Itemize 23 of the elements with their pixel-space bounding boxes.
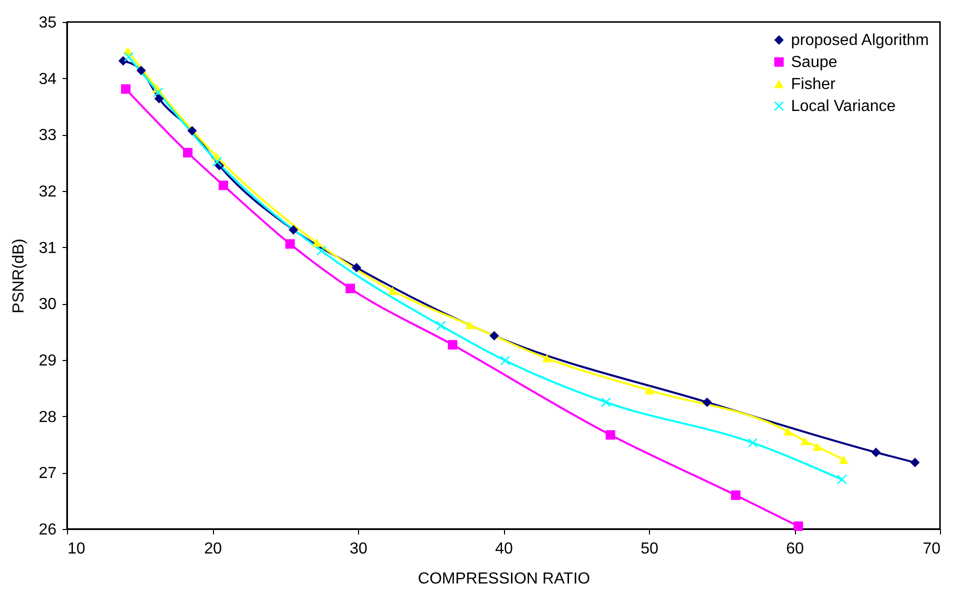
x-tick-label: 60 xyxy=(786,540,804,558)
x-tick-label: 70 xyxy=(922,540,941,558)
x-tick-label: 20 xyxy=(204,540,222,558)
y-tick-label: 35 xyxy=(38,14,57,32)
y-tick-label: 30 xyxy=(38,296,57,314)
legend-label: Saupe xyxy=(791,54,838,71)
x-tick-label: 30 xyxy=(350,540,368,558)
x-tick-label: 10 xyxy=(68,540,86,558)
y-tick-label: 33 xyxy=(38,127,57,144)
legend-label: Fisher xyxy=(791,76,836,93)
x-axis-title: COMPRESSION RATIO xyxy=(418,570,590,588)
y-tick-label: 29 xyxy=(38,352,57,370)
y-tick-label: 28 xyxy=(38,408,57,426)
y-tick-label: 27 xyxy=(38,465,57,482)
y-tick-label: 34 xyxy=(38,70,57,88)
legend-label: proposed Algorithm xyxy=(791,32,929,49)
legend-label: Local Variance xyxy=(791,98,896,115)
y-tick-label: 26 xyxy=(38,522,57,538)
y-axis-title: PSNR(dB) xyxy=(10,238,28,314)
x-tick-label: 40 xyxy=(495,540,513,558)
x-tick-label: 50 xyxy=(640,540,658,558)
y-tick-label: 31 xyxy=(38,240,57,257)
y-tick-label: 32 xyxy=(38,184,57,200)
